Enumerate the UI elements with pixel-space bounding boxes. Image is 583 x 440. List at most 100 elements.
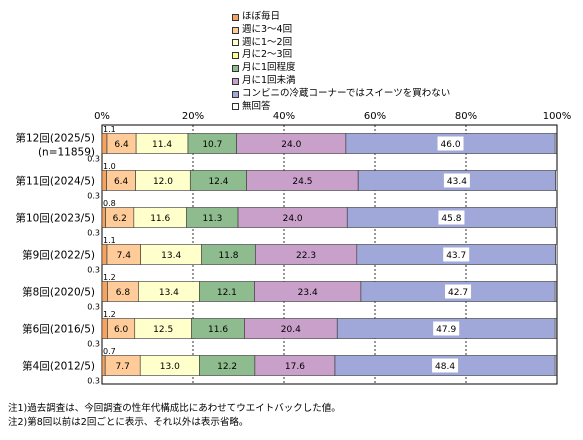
data-label: 1.0 bbox=[103, 162, 116, 171]
data-label: 12.4 bbox=[208, 177, 228, 187]
category-label: 第4回(2012/5) bbox=[22, 360, 95, 373]
x-tick-label: 60% bbox=[364, 111, 386, 122]
category-label: 第9回(2022/5) bbox=[22, 249, 95, 262]
category-label: 第10回(2023/5) bbox=[16, 212, 96, 225]
data-label: 43.7 bbox=[446, 251, 466, 261]
data-label: 13.4 bbox=[159, 288, 179, 298]
data-label: 1.1 bbox=[103, 236, 116, 245]
data-label: 12.2 bbox=[217, 362, 237, 372]
note-1: 注1)過去調査は、今回調査の性年代構成比にあわせてウエイトバックした値。 bbox=[8, 403, 341, 414]
data-label: 48.4 bbox=[435, 362, 455, 372]
bar-segment bbox=[554, 133, 557, 154]
bar-segment bbox=[555, 170, 558, 191]
data-label: 1.2 bbox=[103, 310, 116, 319]
data-label-bg bbox=[433, 321, 460, 336]
data-label: 43.4 bbox=[447, 177, 467, 187]
legend-swatch bbox=[232, 90, 239, 98]
data-label: 0.3 bbox=[87, 155, 100, 164]
note-2: 注2)第8回以前は2回ごとに表示、それ以外は表示省略。 bbox=[8, 417, 249, 428]
data-label: 6.0 bbox=[114, 325, 129, 335]
data-label: 0.3 bbox=[87, 266, 100, 275]
data-label: 6.4 bbox=[114, 177, 129, 187]
data-label: 11.4 bbox=[152, 140, 172, 150]
legend-swatch bbox=[232, 65, 239, 73]
legend-swatch bbox=[232, 77, 239, 85]
data-label: 24.0 bbox=[283, 214, 303, 224]
data-label: 10.7 bbox=[202, 140, 222, 150]
data-label-bg bbox=[432, 358, 459, 373]
data-label: 11.3 bbox=[202, 214, 222, 224]
legend-label: 週に3～4回 bbox=[242, 23, 293, 35]
data-label-bg bbox=[445, 284, 472, 299]
data-label: 11.8 bbox=[218, 251, 238, 261]
bar-segment bbox=[101, 207, 106, 228]
data-label: 47.9 bbox=[436, 325, 456, 335]
notes: 注1)過去調査は、今回調査の性年代構成比にあわせてウエイトバックした値。 注2)… bbox=[8, 402, 341, 430]
data-label: 7.7 bbox=[116, 362, 130, 372]
x-tick-label: 80% bbox=[455, 111, 477, 122]
data-label: 11.6 bbox=[150, 214, 170, 224]
data-label: 23.4 bbox=[298, 288, 318, 298]
bar-segment bbox=[555, 207, 558, 228]
legend-item: コンビニの冷蔵コーナーではスイーツを買わない bbox=[232, 88, 450, 101]
data-label: 0.8 bbox=[103, 199, 116, 208]
legend-swatch bbox=[232, 39, 239, 47]
category-label: 第8回(2020/5) bbox=[22, 286, 95, 299]
bar-segment bbox=[554, 318, 557, 339]
data-label: 6.8 bbox=[116, 288, 131, 298]
data-label-bg bbox=[438, 210, 465, 225]
bar-segment bbox=[101, 355, 106, 376]
data-label: 11.6 bbox=[208, 325, 228, 335]
x-tick-label: 100% bbox=[543, 111, 572, 122]
bar-segment bbox=[101, 133, 108, 154]
data-label: 7.4 bbox=[117, 251, 132, 261]
legend-label: ほぼ毎日 bbox=[242, 11, 281, 22]
legend-item: 週に3～4回 bbox=[232, 24, 450, 37]
data-label: 12.1 bbox=[217, 288, 237, 298]
data-label: 46.0 bbox=[441, 140, 461, 150]
legend-item: ほぼ毎日 bbox=[232, 11, 450, 24]
legend-item: 月に1回程度 bbox=[232, 62, 450, 75]
bar-segment bbox=[555, 244, 558, 265]
legend-swatch bbox=[232, 13, 239, 21]
data-label: 20.4 bbox=[281, 325, 301, 335]
legend-item: 週に1～2回 bbox=[232, 37, 450, 50]
data-label: 0.3 bbox=[87, 340, 100, 349]
category-label: 第6回(2016/5) bbox=[22, 323, 95, 336]
bar-segment bbox=[101, 170, 107, 191]
data-label: 0.3 bbox=[87, 229, 100, 238]
data-label: 42.7 bbox=[448, 288, 468, 298]
data-label: 0.3 bbox=[87, 192, 100, 201]
bar-segment bbox=[101, 318, 108, 339]
data-label: 17.6 bbox=[285, 362, 305, 372]
data-label: 0.3 bbox=[87, 377, 100, 386]
category-label: 第12回(2025/5) bbox=[16, 132, 96, 145]
legend: ほぼ毎日 週に3～4回週に1～2回 月に2～3回 月に1回程度 月に1回未満 コンビニの冷… bbox=[232, 11, 450, 113]
data-label: 1.1 bbox=[103, 125, 116, 134]
legend-label: 月に2～3回 bbox=[242, 49, 293, 61]
legend-label: 月に1回程度 bbox=[242, 62, 296, 74]
legend-label: 無回答 bbox=[242, 100, 271, 112]
data-label: 22.3 bbox=[296, 251, 316, 261]
legend-swatch bbox=[232, 103, 239, 111]
legend-label: 月に1回未満 bbox=[242, 74, 296, 86]
data-label: 1.2 bbox=[103, 273, 116, 282]
data-label-bg bbox=[443, 173, 470, 188]
data-label-bg bbox=[443, 247, 470, 262]
stacked-bar-chart: 0% 20% 40% 60% 80% 100% 第12回(2025/5) (n=11859) 1… bbox=[16, 111, 572, 386]
data-label: 6.2 bbox=[113, 214, 127, 224]
legend-swatch bbox=[232, 26, 239, 34]
bar-segment bbox=[554, 281, 557, 302]
data-label: 24.0 bbox=[281, 140, 301, 150]
category-label: 第11回(2024/5) bbox=[16, 175, 96, 188]
data-label: 0.3 bbox=[87, 303, 100, 312]
category-label: (n=11859) bbox=[38, 147, 95, 159]
data-label: 12.0 bbox=[153, 177, 173, 187]
bar-segment bbox=[554, 355, 557, 376]
bar-segment bbox=[101, 244, 108, 265]
x-tick-label: 0% bbox=[94, 111, 110, 122]
legend-item: 月に2～3回 bbox=[232, 49, 450, 62]
data-label: 12.5 bbox=[153, 325, 173, 335]
legend-label: コンビニの冷蔵コーナーではスイーツを買わない bbox=[242, 87, 451, 99]
data-label-bg bbox=[437, 136, 464, 151]
